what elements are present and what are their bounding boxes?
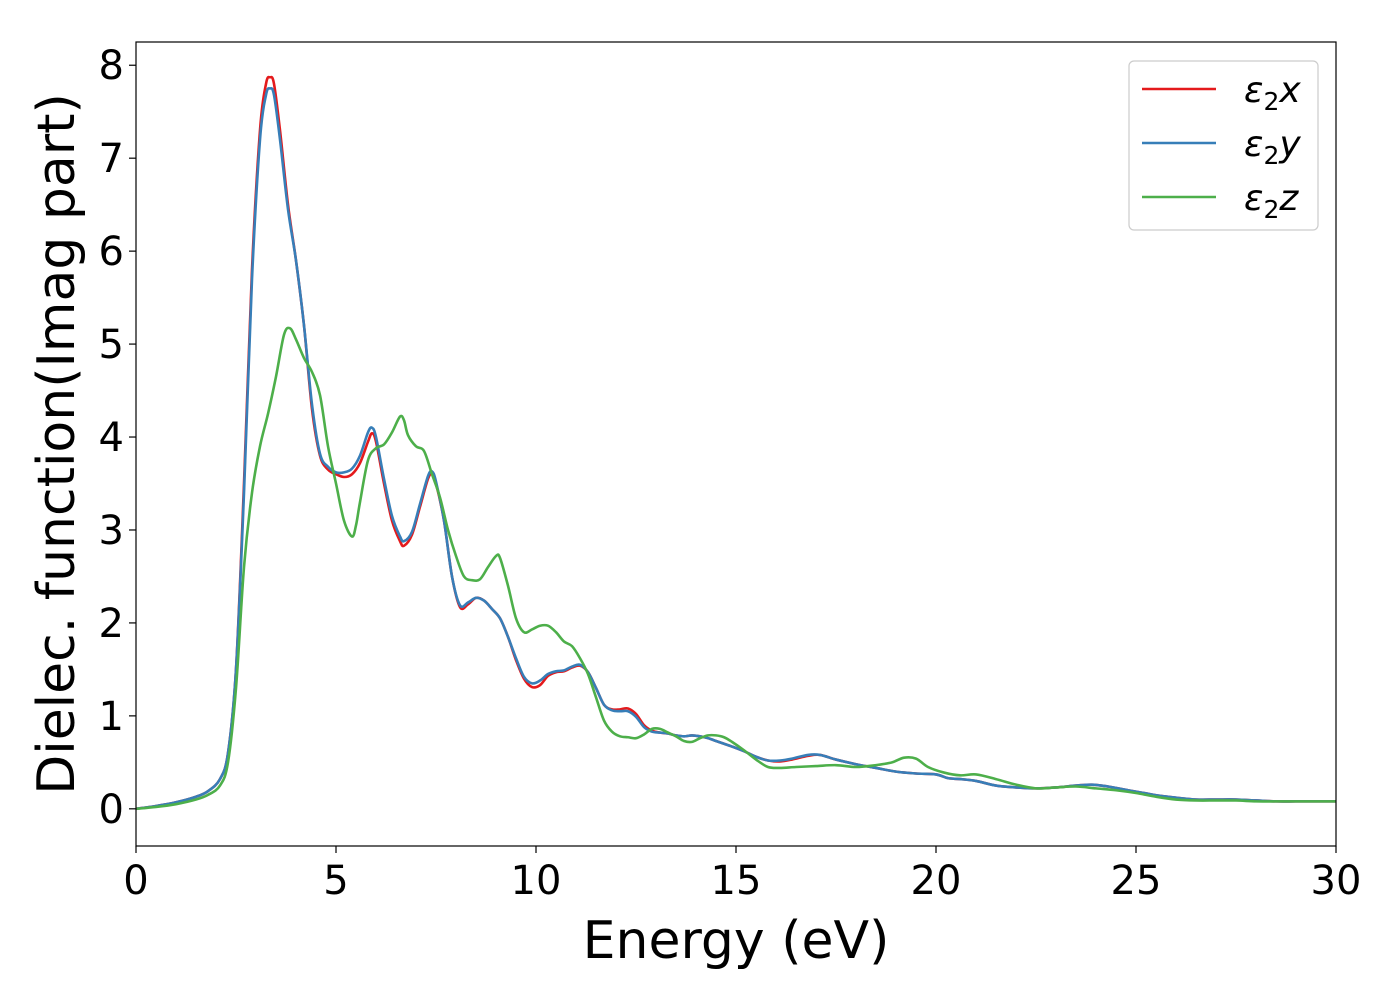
- x-tick-label: 0: [123, 858, 148, 904]
- y-tick-label: 1: [99, 694, 124, 740]
- legend-label-3: ε2z: [1244, 178, 1299, 224]
- legend-box: [1128, 60, 1319, 231]
- legend: ε2x ε2y ε2z: [1128, 60, 1319, 231]
- x-tick-label: 10: [511, 858, 562, 904]
- x-tick-label: 25: [1111, 858, 1162, 904]
- y-tick-label: 6: [99, 229, 124, 275]
- legend-label-2: ε2y: [1244, 124, 1301, 170]
- y-tick-label: 4: [99, 415, 124, 461]
- y-tick-label: 3: [99, 508, 124, 554]
- x-tick-label: 20: [911, 858, 962, 904]
- y-tick-label: 0: [99, 787, 124, 833]
- x-axis: 0 5 10 15 20 25 30: [123, 846, 1361, 904]
- y-tick-label: 5: [99, 322, 124, 368]
- y-axis: 0 1 2 3 4 5 6 7 8: [99, 43, 136, 833]
- y-tick-label: 7: [99, 136, 124, 182]
- x-tick-label: 30: [1311, 858, 1362, 904]
- y-tick-label: 8: [99, 43, 124, 89]
- legend-label-1: ε2x: [1244, 70, 1301, 116]
- series-line-2: [136, 86, 1336, 811]
- x-axis-label: Energy (eV): [583, 911, 890, 971]
- x-tick-label: 15: [711, 858, 762, 904]
- y-axis-label: Dielec. function(Imag part): [27, 93, 87, 795]
- y-tick-label: 2: [99, 601, 124, 647]
- series-layer: [136, 75, 1336, 811]
- series-line-3: [136, 326, 1336, 811]
- x-tick-label: 5: [323, 858, 348, 904]
